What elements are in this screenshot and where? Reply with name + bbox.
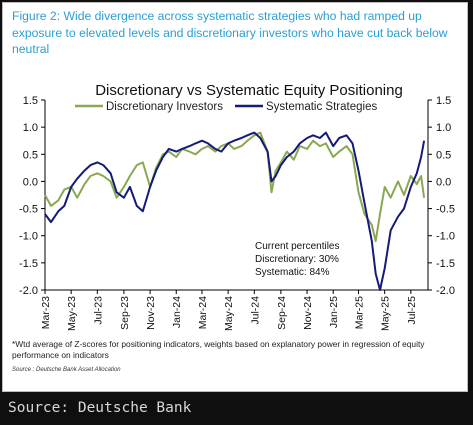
- y-tick-label-left: 1.5: [23, 95, 38, 107]
- legend: Discretionary Investors Systematic Strat…: [75, 101, 377, 113]
- x-tick-label: May-24: [223, 296, 235, 331]
- chart: Discretionary vs Systematic Equity Posit…: [19, 82, 455, 331]
- y-tick-label-right: 0.5: [436, 149, 451, 161]
- x-tick-label: Nov-23: [145, 296, 157, 330]
- figure-title: Figure 2: Wide divergence across systema…: [12, 9, 448, 57]
- source-caption: Source: Deutsche Bank: [8, 400, 192, 416]
- x-tick-label: Mar-24: [197, 296, 209, 329]
- y-tick-label-left: -1.5: [19, 258, 38, 270]
- x-tick-label: Sep-24: [276, 296, 288, 330]
- y-tick-label-left: -2.0: [19, 285, 38, 297]
- x-tick-label: Jul-23: [92, 296, 104, 325]
- x-tick-label: Nov-24: [302, 296, 314, 330]
- y-tick-label-right: -0.5: [436, 204, 455, 216]
- x-tick-label: May-23: [66, 296, 78, 331]
- source-small: Source : Deutsche Bank Asset Allocation: [12, 367, 121, 373]
- x-tick-label: Mar-23: [40, 296, 52, 329]
- annotation-line: Systematic: 84%: [255, 267, 330, 278]
- annotation-line: Current percentiles: [255, 241, 339, 252]
- x-tick-label: Sep-23: [119, 296, 131, 330]
- x-tick-label: May-25: [380, 296, 392, 331]
- series-line-discretionary: [44, 131, 426, 243]
- y-tick-label-left: -0.5: [19, 204, 38, 216]
- annotation-line: Discretionary: 30%: [255, 254, 339, 265]
- legend-label-systematic: Systematic Strategies: [266, 101, 377, 113]
- x-tick-label: Jan-24: [171, 296, 183, 328]
- y-tick-label-right: -2.0: [436, 285, 455, 297]
- x-tick-label: Jul-24: [249, 296, 261, 325]
- y-tick-label-left: 0.0: [23, 176, 38, 188]
- plot-area: 1.5 1.5 1.0 1.0 0.5 0.5 0.0 0.0 -0.5 -0.5 -1.0 -1.0…: [19, 95, 455, 331]
- footnote: *Wtd average of Z-scores for positioning…: [12, 339, 425, 360]
- y-tick-label-left: 0.5: [23, 149, 38, 161]
- y-tick-label-right: 1.0: [436, 122, 451, 134]
- x-tick-label: Mar-25: [354, 296, 366, 329]
- series-line-systematic: [44, 131, 426, 291]
- chart-title: Discretionary vs Systematic Equity Posit…: [95, 82, 403, 99]
- figure-card: Figure 2: Wide divergence across systema…: [2, 2, 468, 392]
- y-tick-label-left: 1.0: [23, 122, 38, 134]
- x-tick-label: Jul-25: [406, 296, 418, 325]
- y-tick-label-left: -1.0: [19, 231, 38, 243]
- x-tick-label: Jan-25: [328, 296, 340, 328]
- y-tick-label-right: -1.5: [436, 258, 455, 270]
- y-tick-label-right: 0.0: [436, 176, 451, 188]
- y-tick-label-right: -1.0: [436, 231, 455, 243]
- legend-label-discretionary: Discretionary Investors: [106, 101, 223, 113]
- y-tick-label-right: 1.5: [436, 95, 451, 107]
- annotation: Current percentiles Discretionary: 30% Sys…: [255, 241, 339, 278]
